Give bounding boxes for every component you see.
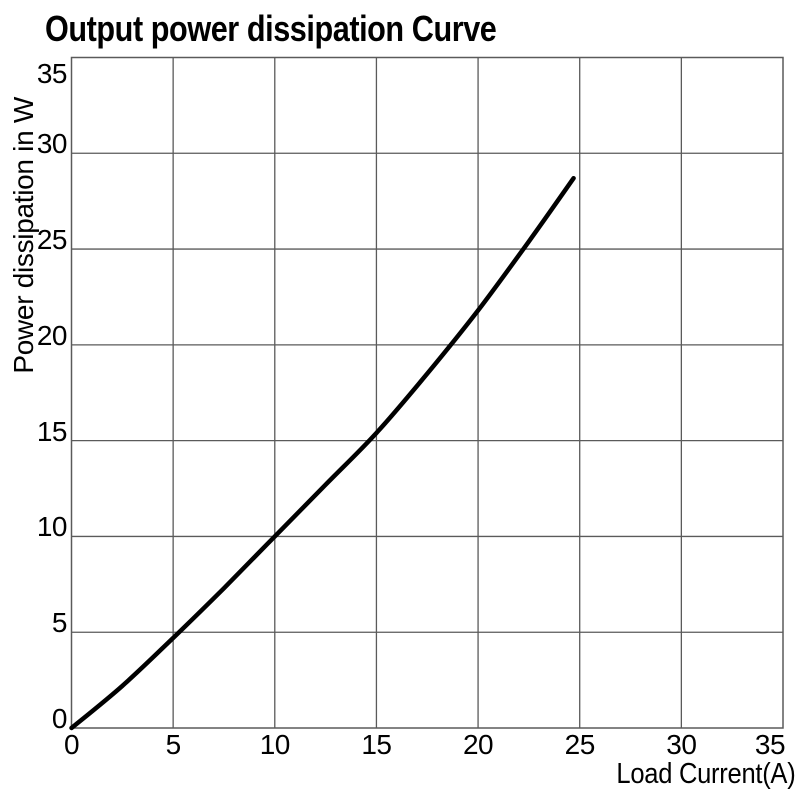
x-tick-label: 15 [361,729,392,760]
plot-border [70,56,784,729]
y-tick-label: 20 [36,319,68,351]
y-tick-label: 10 [36,511,68,543]
x-tick-label: 5 [165,729,182,760]
x-tick-label: 0 [63,729,80,760]
y-tick-label: 5 [51,607,68,639]
x-tick-label: 35 [754,729,786,760]
power-dissipation-curve [69,175,576,731]
x-tick-label: 10 [259,729,291,760]
x-axis-title: Load Current(A) [615,758,795,790]
chart-title: Output power dissipation Curve [45,8,497,49]
x-tick-label: 30 [666,729,697,760]
y-tick-label: 35 [36,57,68,89]
y-tick-label: 25 [36,224,68,256]
x-tick-label: 25 [564,729,596,760]
y-tick-label: 15 [36,415,68,447]
x-tick-label: 20 [462,729,494,760]
y-tick-label: 0 [51,703,68,734]
y-tick-label: 30 [36,128,68,160]
